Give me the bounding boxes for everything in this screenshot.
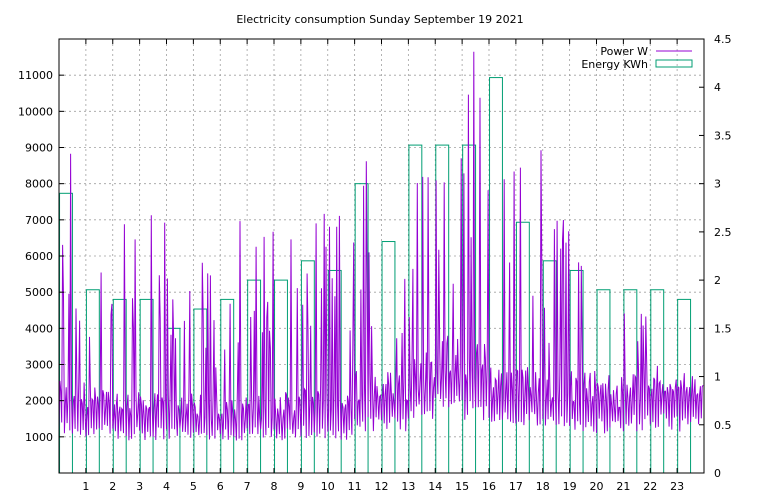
legend-energy-swatch: [655, 59, 693, 68]
y-tick-label: 9000: [25, 142, 53, 155]
energy-bar: [408, 144, 423, 474]
y-tick-label: 4000: [25, 322, 53, 335]
x-tick-label: 19: [563, 480, 577, 493]
y2-tick-label: 0: [714, 467, 721, 480]
y2-tick-label: 2.5: [714, 226, 732, 239]
energy-bar: [220, 298, 235, 474]
energy-bar: [85, 289, 100, 474]
x-tick-label: 3: [136, 480, 143, 493]
x-tick-label: 14: [428, 480, 442, 493]
x-tick-label: 18: [536, 480, 550, 493]
x-tick-label: 21: [616, 480, 630, 493]
x-tick-label: 1: [82, 480, 89, 493]
energy-bar: [274, 279, 288, 474]
y2-tick-label: 1.5: [714, 322, 732, 335]
y-tick-label: 8000: [25, 178, 53, 191]
x-tick-label: 20: [590, 480, 604, 493]
y2-tick-label: 1: [714, 371, 721, 384]
x-tick-label: 22: [643, 480, 657, 493]
x-tick-label: 5: [190, 480, 197, 493]
x-tick-label: 7: [244, 480, 251, 493]
y-tick-label: 11000: [18, 69, 53, 82]
legend-energy-label: Energy KWh: [581, 58, 648, 71]
x-tick-label: 13: [401, 480, 415, 493]
y2-tick-label: 4.5: [714, 33, 732, 46]
y2-tick-label: 3.5: [714, 129, 732, 142]
y2-tick-label: 3: [714, 178, 721, 191]
x-tick-label: 11: [348, 480, 362, 493]
x-tick-label: 9: [297, 480, 304, 493]
y-tick-label: 2000: [25, 395, 53, 408]
x-tick-label: 6: [217, 480, 224, 493]
legend-power-label: Power W: [600, 45, 648, 58]
y-tick-label: 1000: [25, 431, 53, 444]
x-tick-label: 12: [375, 480, 389, 493]
y-tick-label: 3000: [25, 359, 53, 372]
x-tick-label: 15: [455, 480, 469, 493]
x-tick-label: 16: [482, 480, 496, 493]
energy-bar: [596, 289, 611, 474]
y-tick-label: 10000: [18, 105, 53, 118]
axis-ticks: 1 2 3 4 5 6 7 8 9 10 11 12 13 14 15 16 17 18 19 20 21 22 23100…: [18, 33, 732, 493]
power-line: [58, 51, 704, 441]
energy-bar: [381, 241, 396, 474]
y2-tick-label: 4: [714, 81, 721, 94]
x-tick-label: 10: [321, 480, 335, 493]
y2-tick-label: 0.5: [714, 419, 732, 432]
y-tick-label: 6000: [25, 250, 53, 263]
x-tick-label: 23: [670, 480, 684, 493]
x-tick-label: 2: [109, 480, 116, 493]
energy-bar: [435, 144, 450, 474]
chart-title: Electricity consumption Sunday September…: [236, 13, 523, 26]
power-series: [58, 51, 704, 441]
y-tick-label: 7000: [25, 214, 53, 227]
x-tick-label: 8: [271, 480, 278, 493]
x-tick-label: 4: [163, 480, 170, 493]
energy-bar: [515, 221, 530, 474]
y2-tick-label: 2: [714, 274, 721, 287]
x-tick-label: 17: [509, 480, 523, 493]
legend: Power W Energy KWh: [581, 45, 693, 71]
y-tick-label: 5000: [25, 286, 53, 299]
